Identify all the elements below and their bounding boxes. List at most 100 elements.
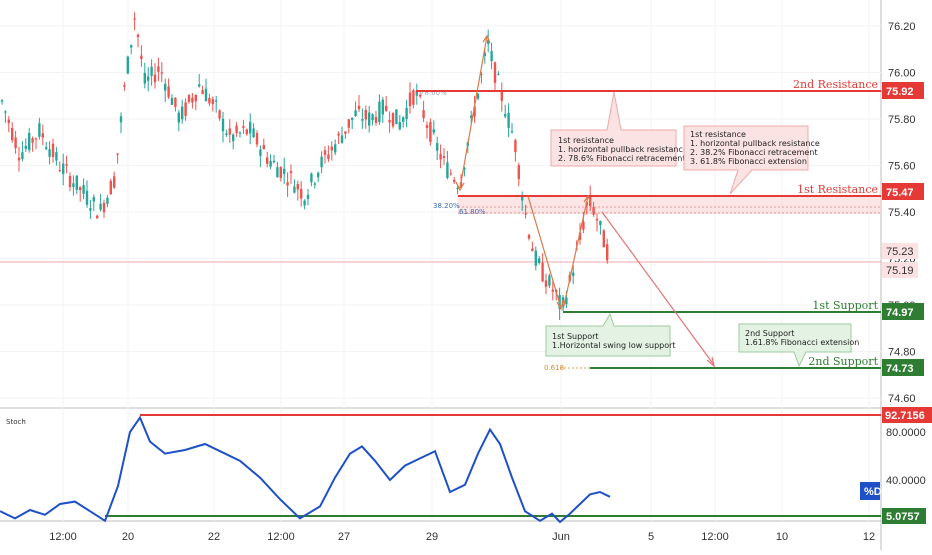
candle-body [262,144,265,150]
candle-body [252,128,255,138]
stoch-tick-label: 40.0000 [886,475,926,487]
price-tick-label: 74.80 [888,347,916,359]
candle-body [7,119,10,124]
time-tick-label: 12 [863,531,875,543]
candle-body [11,127,14,141]
resistance-1-tag: 75.47 [886,187,914,199]
candle-body [164,83,167,91]
candle-body [497,74,500,76]
support-2-tag: 74.73 [886,363,914,375]
time-axis[interactable]: 12:00 20 22 12:00 27 29 Jun 5 12:00 10 12 [49,531,875,543]
candle-body [68,175,72,188]
candle-body [34,138,38,140]
candle-body [510,131,514,133]
support-2-label: 2nd Support [808,355,878,368]
candle-body [221,118,225,132]
candle-body [439,153,442,160]
candle-body [147,76,150,81]
candle-body [602,230,605,248]
candle-body [436,143,439,151]
candle-body [357,105,361,110]
candle-body [310,173,313,183]
candle-body [279,167,282,179]
candle-body [381,99,384,115]
candle-body [170,97,174,105]
support-1-level: 1st Support [563,299,881,313]
candle-body [313,183,316,185]
candle-body [405,107,408,120]
candle-body [133,18,136,20]
callout-4-line-1: 2nd Support [745,329,794,338]
stoch-legend-bg[interactable] [860,482,880,500]
candle-body [4,111,7,113]
candle-body [493,62,497,83]
candle-body [429,122,432,142]
candle-body [72,183,75,188]
candle-body [347,119,350,128]
fib-ext-label: 0.618 [544,364,564,372]
candle-body [102,202,106,213]
callout-1-line-1: 1st resistance [558,136,614,145]
candle-body [238,132,242,134]
candle-body [463,167,466,170]
support-2-tag-bg [882,359,924,376]
price-tick-label: 75.80 [888,114,916,126]
callout-3-line-1: 1st Support [552,332,599,341]
candle-body [266,157,269,164]
resistance-2-level: 2nd Resistance [416,78,881,92]
candle-body [113,176,116,188]
resistance-zone [458,196,881,214]
candle-body [194,94,197,102]
callout-2-line-2: 1. horizontal pullback resistance [690,139,820,148]
candle-body [517,165,520,180]
callout-1-line-3: 2. 78.6% Fibonacci retracement [558,154,686,163]
price-axis[interactable]: 76.2076.0075.8075.6075.4075.2075.0074.80… [888,21,916,405]
stoch-axis[interactable]: 80.0000 40.0000 [886,427,926,487]
candle-body [422,110,425,119]
resistance-2-tag-bg [882,82,924,99]
candle-body [354,110,357,117]
candle-body [55,152,58,161]
candle-body [334,144,337,153]
candle-body [259,149,262,156]
swing-arrows [455,34,715,368]
candle-body [592,207,595,215]
candle-body [109,180,112,195]
candle-body [534,250,537,266]
candle-body [578,232,582,240]
candle-body [371,114,374,121]
callout-2-line-1: 1st resistance [690,130,746,139]
support-1-tag-bg [882,303,924,320]
candle-body [391,112,395,127]
candle-body [538,258,541,264]
candle-body [130,44,133,48]
candle-body [153,74,157,83]
fib-382-label: 38.20% [433,202,460,210]
price-grid [0,0,881,521]
time-tick-label: 29 [426,531,438,543]
candle-body [320,156,323,168]
candle-body [388,120,391,123]
candle-body [344,131,347,134]
candle-body [218,110,221,119]
candle-body [504,114,507,117]
candle-body [157,66,160,72]
stoch-lower-tag-bg [882,508,926,524]
stoch-upper-tag-bg [882,407,932,423]
time-tick-label: 10 [776,531,788,543]
candle-body [255,133,259,145]
fib-zone: 38.20% 61.80% 78.60% [420,89,881,216]
candle-body [306,194,310,199]
candle-body [500,90,503,101]
resistance-1-label: 1st Resistance [797,183,878,196]
time-tick-label: 12:00 [701,531,729,543]
candle-body [245,129,248,135]
candle-body [208,97,211,104]
candle-body [58,170,61,172]
candle-body [174,97,177,107]
candle-body [116,153,119,155]
candle-body [480,73,483,75]
fib-786-label: 78.60% [420,89,447,97]
